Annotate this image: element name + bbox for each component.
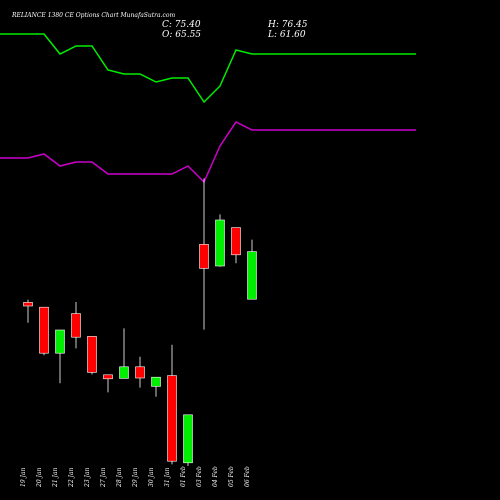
- lower-band-line: [0, 121, 416, 184]
- x-axis-ticks: 19 Jan 20 Jan 21 Jan 22 Jan 23 Jan 27 Jan 28 J…: [20, 466, 251, 488]
- candle-05-feb: [231, 227, 241, 264]
- x-tick-label: 29 Jan: [132, 467, 139, 488]
- high-label: H: 76.45: [267, 20, 308, 30]
- x-tick-label: 22 Jan: [68, 467, 75, 488]
- candle-01-feb: [183, 414, 193, 466]
- low-label: L: 61.60: [267, 30, 306, 40]
- x-tick-label: 20 Jan: [36, 467, 43, 488]
- candle-04-feb: [215, 214, 225, 267]
- candle-body: [119, 366, 129, 379]
- chart-title: RELIANCE 1380 CE Options Chart MunafaSut…: [11, 12, 175, 19]
- x-tick-label: 30 Jan: [148, 467, 155, 487]
- x-tick-label: 27 Jan: [100, 467, 107, 488]
- candle-31-jan: [167, 344, 177, 465]
- candle-03-feb: [199, 178, 209, 330]
- candle-body: [135, 366, 145, 379]
- upper-band-line: [0, 33, 416, 104]
- x-tick-label: 23 Jan: [84, 467, 91, 488]
- candle-22-jan: [71, 302, 81, 349]
- candle-body: [23, 302, 33, 307]
- candle-19-jan: [23, 299, 33, 323]
- x-tick-label: 06 Feb: [244, 466, 251, 487]
- candle-21-jan: [55, 329, 65, 384]
- candle-body: [247, 251, 257, 300]
- candle-body: [151, 376, 161, 387]
- candle-body: [183, 414, 193, 464]
- candle-06-feb: [247, 239, 257, 300]
- candle-body: [199, 244, 209, 269]
- candle-30-jan: [151, 376, 161, 397]
- candle-body: [215, 219, 225, 267]
- x-tick-label: 04 Feb: [212, 466, 219, 487]
- close-label: C: 75.40: [162, 20, 201, 30]
- candle-27-jan: [103, 374, 113, 393]
- candle-body: [39, 306, 49, 354]
- candle-body: [231, 227, 241, 256]
- candle-body: [167, 375, 177, 462]
- candle-body: [87, 336, 97, 373]
- candle-body: [71, 313, 81, 338]
- candle-29-jan: [135, 356, 145, 388]
- x-tick-label: 03 Feb: [196, 466, 203, 487]
- x-tick-label: 05 Feb: [228, 466, 235, 487]
- x-tick-label: 21 Jan: [52, 467, 59, 488]
- candle-body: [103, 374, 113, 380]
- open-label: O: 65.55: [162, 30, 201, 40]
- x-tick-label: 19 Jan: [20, 467, 27, 487]
- candles-layer: [23, 178, 257, 466]
- candle-28-jan: [119, 328, 129, 379]
- bands-layer: [0, 33, 416, 184]
- x-tick-label: 28 Jan: [116, 467, 123, 488]
- x-tick-label: 31 Jan: [164, 467, 171, 487]
- candle-body: [55, 329, 65, 354]
- candle-20-jan: [39, 306, 49, 356]
- x-tick-label: 01 Feb: [180, 466, 187, 487]
- candle-23-jan: [87, 336, 97, 375]
